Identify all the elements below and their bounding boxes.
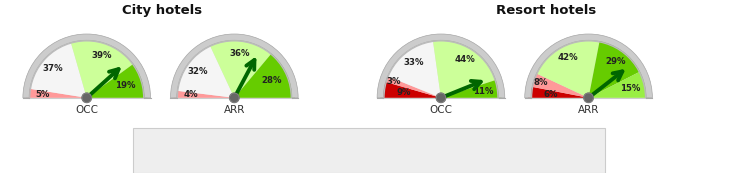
Wedge shape [170, 34, 298, 98]
Text: 11%: 11% [473, 87, 493, 96]
Bar [237, 148, 263, 165]
Text: Decrease: Decrease [270, 149, 308, 158]
Text: Increase: Increase [449, 149, 483, 158]
Wedge shape [26, 88, 87, 98]
Text: 3%: 3% [387, 77, 401, 86]
Wedge shape [23, 34, 151, 98]
Wedge shape [174, 43, 235, 98]
Wedge shape [384, 40, 499, 98]
Wedge shape [380, 81, 441, 98]
Text: 6%: 6% [544, 90, 559, 99]
Wedge shape [382, 75, 441, 98]
Text: Resort hotels: Resort hotels [496, 4, 596, 17]
Text: 44%: 44% [455, 55, 475, 64]
Text: 32%: 32% [187, 67, 208, 76]
Wedge shape [529, 72, 589, 98]
Text: 4%: 4% [183, 90, 198, 99]
Wedge shape [235, 51, 295, 98]
Wedge shape [70, 37, 136, 98]
Wedge shape [531, 40, 646, 98]
Wedge shape [177, 40, 292, 98]
Text: ARR: ARR [578, 105, 599, 115]
Bar [147, 148, 173, 165]
Wedge shape [377, 34, 505, 98]
Bar [326, 148, 353, 165]
Text: 36%: 36% [230, 49, 250, 58]
Text: 2 – 5%: 2 – 5% [449, 157, 476, 166]
Circle shape [230, 93, 239, 103]
Wedge shape [432, 37, 499, 98]
Text: OCC: OCC [75, 105, 98, 115]
Wedge shape [525, 34, 652, 98]
Text: 8%: 8% [534, 78, 548, 87]
Wedge shape [534, 37, 600, 98]
Text: Increase: Increase [539, 149, 573, 158]
Text: 15%: 15% [620, 84, 640, 93]
Wedge shape [23, 34, 151, 98]
Circle shape [584, 93, 593, 103]
Text: 29%: 29% [605, 57, 626, 66]
Wedge shape [384, 38, 441, 98]
Wedge shape [87, 62, 148, 98]
Text: 28%: 28% [261, 76, 281, 85]
Text: 33%: 33% [403, 58, 424, 67]
Wedge shape [209, 37, 273, 98]
Wedge shape [29, 40, 145, 98]
Circle shape [436, 93, 446, 103]
Wedge shape [377, 34, 505, 98]
Text: Decrease: Decrease [180, 149, 218, 158]
Wedge shape [441, 79, 502, 98]
Text: City hotels: City hotels [123, 4, 202, 17]
Circle shape [82, 93, 92, 103]
Text: 39%: 39% [91, 51, 111, 60]
Bar [416, 148, 442, 165]
Bar [506, 148, 532, 165]
Wedge shape [173, 90, 235, 98]
Text: % of respondents that expected: % of respondents that expected [300, 129, 438, 138]
Text: 19%: 19% [115, 81, 136, 90]
Wedge shape [589, 38, 643, 98]
Wedge shape [589, 70, 649, 98]
Text: ARR: ARR [224, 105, 245, 115]
Text: 2 – 5%: 2 – 5% [270, 157, 297, 166]
Text: 42%: 42% [558, 53, 579, 62]
Wedge shape [528, 86, 589, 98]
Text: 9%: 9% [396, 88, 411, 97]
Text: Stability: Stability [359, 149, 393, 158]
Wedge shape [27, 39, 87, 98]
Wedge shape [525, 34, 652, 98]
Text: OCC: OCC [430, 105, 452, 115]
Text: 37%: 37% [42, 64, 63, 73]
Text: >5%: >5% [180, 157, 200, 166]
Wedge shape [170, 34, 298, 98]
Text: 5%: 5% [36, 90, 50, 99]
Text: -2% - +2%: -2% - +2% [359, 157, 403, 166]
Text: >5%: >5% [539, 157, 559, 166]
